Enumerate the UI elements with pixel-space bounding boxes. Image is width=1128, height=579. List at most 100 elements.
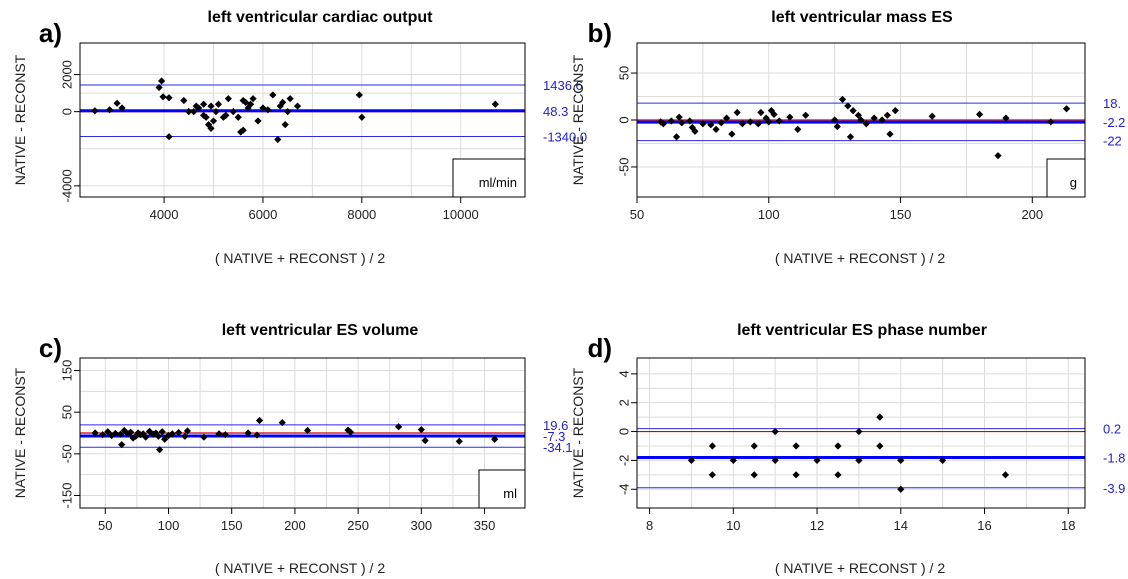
- x-tick-label: 8: [646, 518, 653, 533]
- data-point: [190, 108, 198, 116]
- data-point: [870, 114, 878, 122]
- x-tick-label: 300: [410, 518, 432, 533]
- x-tick-label: 100: [158, 518, 180, 533]
- unit-label: g: [1070, 175, 1077, 190]
- data-point: [421, 436, 429, 445]
- data-point: [118, 441, 126, 449]
- data-point: [91, 429, 99, 437]
- data-point: [180, 96, 188, 105]
- data-point: [659, 120, 667, 128]
- data-point: [355, 91, 363, 99]
- data-point: [303, 426, 312, 435]
- data-point: [878, 116, 886, 124]
- y-tick-label: -50: [616, 158, 631, 177]
- data-point: [1002, 114, 1010, 122]
- upper-loa-value: 18.: [1103, 96, 1121, 111]
- data-point: [274, 135, 282, 144]
- data-point: [733, 108, 741, 117]
- x-axis: 50 100 150 200: [630, 197, 1043, 222]
- data-point: [672, 133, 681, 141]
- data-point: [876, 442, 884, 450]
- y-axis-label: NATIVE - RECONST: [12, 54, 28, 185]
- data-point: [106, 106, 114, 114]
- data-point: [132, 432, 140, 440]
- data-point: [346, 428, 355, 436]
- data-point: [813, 456, 821, 465]
- data-point: [264, 106, 272, 114]
- data-point: [246, 100, 255, 108]
- data-point: [200, 433, 208, 441]
- data-point: [165, 133, 173, 141]
- data-point: [792, 442, 800, 450]
- data-point: [678, 119, 686, 127]
- data-point: [126, 428, 135, 436]
- data-point: [717, 119, 725, 127]
- data-point: [876, 413, 884, 421]
- data-point: [183, 427, 192, 435]
- x-tick-label: 200: [1021, 207, 1043, 222]
- panel-label: b): [587, 18, 612, 48]
- unit-label: ml/min: [479, 175, 517, 190]
- data-point: [846, 133, 855, 141]
- data-point: [765, 118, 773, 126]
- loa-annotations: 18. -2.2 -22: [1103, 96, 1125, 149]
- data-point: [712, 125, 720, 133]
- data-point: [195, 104, 203, 112]
- data-point: [209, 117, 218, 125]
- data-point: [667, 117, 675, 125]
- x-axis-label: ( NATIVE + RECONST ) / 2: [215, 250, 385, 266]
- mean-value: -7.3: [543, 429, 565, 444]
- y-tick-label: 50: [59, 405, 74, 419]
- data-point: [212, 108, 220, 116]
- data-point: [886, 130, 894, 138]
- x-tick-label: 200: [284, 518, 306, 533]
- data-point: [834, 471, 842, 479]
- x-tick-label: 10000: [443, 207, 479, 222]
- data-point: [1001, 471, 1010, 479]
- x-tick-label: 100: [758, 207, 780, 222]
- reference-lines: [80, 84, 525, 138]
- data-point: [278, 418, 286, 427]
- data-point: [249, 95, 257, 103]
- data-point: [939, 456, 947, 465]
- data-point: [897, 456, 905, 465]
- upper-loa-value: 0.2: [1103, 422, 1121, 437]
- data-point: [158, 428, 166, 436]
- data-point: [771, 427, 779, 436]
- data-point: [754, 120, 762, 128]
- x-axis: 8 10 12 14 16 18: [646, 508, 1075, 533]
- data-point: [344, 426, 352, 434]
- data-point: [897, 485, 905, 493]
- x-axis: 50 100 150 200 250 300 350: [98, 508, 495, 533]
- grid: [80, 358, 525, 508]
- data-point: [229, 108, 237, 116]
- chart-panel-c: ml 50 100 150 200 250 300 350 -150 -50 50 150 19.6-7…: [12, 322, 573, 576]
- y-tick-label: 0: [59, 108, 74, 115]
- data-point: [293, 102, 302, 110]
- data-point: [738, 120, 747, 128]
- x-tick-label: 250: [347, 518, 369, 533]
- data-points: [687, 413, 1010, 493]
- data-point: [154, 432, 162, 440]
- x-tick-label: 150: [221, 518, 243, 533]
- data-point: [161, 435, 169, 443]
- x-tick-label: 10: [726, 518, 740, 533]
- data-point: [707, 121, 715, 129]
- data-point: [849, 107, 857, 115]
- data-point: [675, 113, 683, 121]
- chart-title: left ventricular cardiac output: [208, 9, 434, 26]
- y-tick-label: 4: [616, 370, 631, 377]
- x-tick-label: 14: [894, 518, 908, 533]
- data-point: [185, 108, 193, 116]
- y-tick-label: -50: [59, 444, 74, 463]
- y-tick-label: 50: [616, 66, 631, 80]
- data-point: [394, 423, 403, 431]
- data-point: [1062, 105, 1071, 113]
- loa-annotations: 19.6-7.3-34.1: [543, 418, 573, 455]
- unit-box: [452, 158, 526, 198]
- data-point: [165, 94, 173, 102]
- x-tick-label: 150: [890, 207, 912, 222]
- chart-title: left ventricular mass ES: [771, 9, 953, 26]
- chart-panel-b: g 50 100 150 200 -50 0 50 18. -2.2 -22 left ventric…: [570, 9, 1125, 266]
